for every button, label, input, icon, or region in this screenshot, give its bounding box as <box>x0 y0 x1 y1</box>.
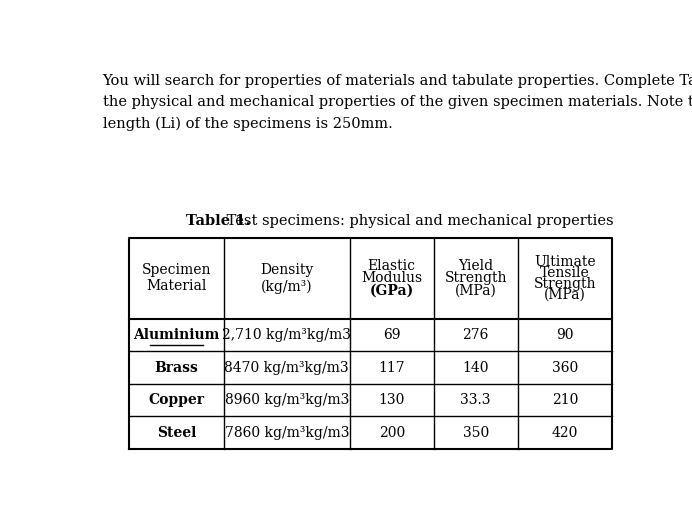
Text: 276: 276 <box>462 328 489 342</box>
Text: 140: 140 <box>462 361 489 375</box>
Text: Copper: Copper <box>149 393 205 407</box>
Text: Strength: Strength <box>534 277 596 291</box>
Text: 8960 kg/m³kg/m3: 8960 kg/m³kg/m3 <box>225 393 349 407</box>
Text: Density: Density <box>260 263 313 277</box>
Text: Steel: Steel <box>157 426 197 439</box>
Text: Modulus: Modulus <box>361 271 422 285</box>
Text: 90: 90 <box>556 328 574 342</box>
Text: (MPa): (MPa) <box>455 284 497 298</box>
Text: Ultimate: Ultimate <box>534 255 596 269</box>
Text: Yield: Yield <box>458 259 493 273</box>
Text: (MPa): (MPa) <box>544 288 586 302</box>
Text: length (Li) of the specimens is 250mm.: length (Li) of the specimens is 250mm. <box>102 117 392 132</box>
Text: 7860 kg/m³kg/m3: 7860 kg/m³kg/m3 <box>224 426 349 439</box>
Text: Aluminium: Aluminium <box>134 328 220 342</box>
Text: Brass: Brass <box>155 361 199 375</box>
Text: 130: 130 <box>379 393 405 407</box>
Text: (kg/m³): (kg/m³) <box>261 280 313 295</box>
Text: You will search for properties of materials and tabulate properties. Complete Ta: You will search for properties of materi… <box>102 74 692 87</box>
Text: Strength: Strength <box>444 271 507 285</box>
Text: 420: 420 <box>552 426 578 439</box>
Text: 33.3: 33.3 <box>460 393 491 407</box>
Text: Table 1.: Table 1. <box>185 214 251 228</box>
Text: 200: 200 <box>379 426 405 439</box>
Text: Tensile: Tensile <box>540 266 590 280</box>
Text: Elastic: Elastic <box>367 259 416 273</box>
Text: (GPa): (GPa) <box>370 284 414 298</box>
Text: 210: 210 <box>552 393 578 407</box>
Text: Specimen
Material: Specimen Material <box>142 263 211 293</box>
Text: 8470 kg/m³kg/m3: 8470 kg/m³kg/m3 <box>224 361 349 375</box>
Text: 117: 117 <box>379 361 405 375</box>
Text: 360: 360 <box>552 361 578 375</box>
Text: 350: 350 <box>462 426 489 439</box>
Text: Test specimens: physical and mechanical properties: Test specimens: physical and mechanical … <box>221 214 613 228</box>
Text: 69: 69 <box>383 328 401 342</box>
Text: 2,710 kg/m³kg/m3: 2,710 kg/m³kg/m3 <box>222 328 352 342</box>
Text: the physical and mechanical properties of the given specimen materials. Note tha: the physical and mechanical properties o… <box>102 95 692 109</box>
